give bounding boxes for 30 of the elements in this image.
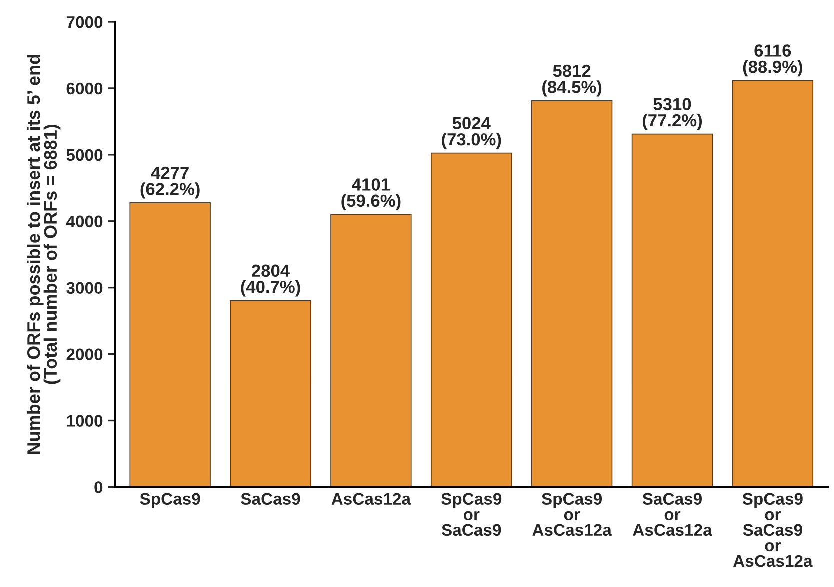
y-axis-title: Number of ORFs possible to insert at its 5’ end (Total number of ORFs = 6881)	[26, 55, 61, 454]
bar	[431, 152, 512, 488]
y-tick-label: 6000	[66, 82, 103, 95]
x-tick-label: SpCas9 or AsCas12a	[532, 493, 612, 536]
y-tick-label: 3000	[66, 282, 103, 294]
data-label: 2804 (40.7%)	[241, 264, 300, 297]
x-tick-label: SpCas9	[140, 493, 200, 508]
y-tick-label: 1000	[67, 415, 103, 427]
bar	[330, 214, 412, 488]
data-label: 5024 (73.0%)	[442, 117, 502, 150]
bar	[632, 134, 714, 488]
x-tick-label: SaCas9	[241, 493, 300, 506]
data-label: 4277 (62.2%)	[140, 166, 200, 199]
bar	[531, 100, 613, 488]
x-tick-label: AsCas12a	[332, 493, 412, 506]
y-tick-label: 7000	[66, 16, 103, 28]
x-tick-label: SaCas9 or AsCas12a	[633, 493, 712, 536]
y-tick-label: 2000	[66, 348, 103, 360]
data-label: 5812 (84.5%)	[542, 64, 602, 97]
data-label: 5310 (77.2%)	[642, 98, 702, 130]
x-tick-label: SpCas9 or SaCas9 or AsCas12a	[733, 493, 813, 568]
bar	[230, 300, 312, 488]
bar	[732, 80, 814, 488]
data-label: 4101 (59.6%)	[342, 178, 401, 211]
x-tick-label: SpCas9 or SaCas9	[442, 493, 502, 536]
y-tick-label: 0	[94, 482, 103, 494]
y-tick-label: 5000	[66, 149, 103, 162]
y-tick-label: 4000	[66, 216, 103, 228]
data-label: 6116 (88.9%)	[743, 44, 802, 77]
bar	[130, 202, 211, 488]
